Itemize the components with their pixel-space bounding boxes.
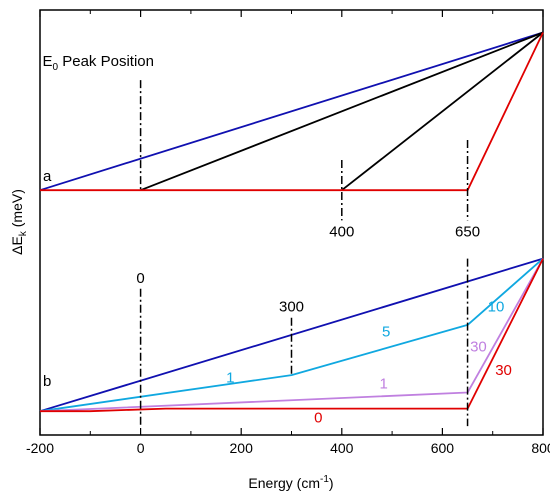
annotation-text: 0 bbox=[314, 410, 322, 427]
x-axis-title: Energy (cm-1) bbox=[248, 474, 333, 491]
annotation-label: 1 bbox=[226, 369, 234, 386]
annotation-text: 10 bbox=[488, 298, 505, 315]
annotation-sub: 0 bbox=[53, 62, 59, 73]
annotation-label: 5 bbox=[382, 323, 390, 340]
annotation-label: 0 bbox=[314, 410, 322, 427]
annotation-label: 1 bbox=[380, 376, 388, 393]
annotation-text: 5 bbox=[382, 323, 390, 340]
marker-label: 650 bbox=[455, 223, 480, 240]
annotation-text: 30 bbox=[495, 362, 512, 379]
y-axis-title-main: ΔE bbox=[9, 236, 25, 255]
x-tick-label: 800 bbox=[531, 440, 550, 456]
y-axis-title-sub: k bbox=[18, 230, 29, 236]
marker-label: 0 bbox=[136, 270, 144, 287]
annotation-text: 1 bbox=[226, 369, 234, 386]
annotation-label: E0 Peak Position bbox=[43, 53, 154, 73]
annotation-label: 30 bbox=[470, 338, 487, 355]
marker-label: 300 bbox=[279, 299, 304, 316]
x-tick-label: 200 bbox=[230, 440, 254, 456]
x-tick-label: 600 bbox=[431, 440, 455, 456]
marker-label: 400 bbox=[329, 223, 354, 240]
panel-label-a: a bbox=[43, 168, 52, 185]
x-axis-title-suffix: ) bbox=[329, 475, 334, 491]
x-ticks: -200 0 200 400 600 800 bbox=[26, 10, 550, 456]
series-line-panel-a-1 bbox=[140, 31, 544, 192]
annotation-suffix: Peak Position bbox=[58, 53, 154, 70]
panel-label-b: b bbox=[43, 373, 51, 390]
x-tick-label: 0 bbox=[137, 440, 145, 456]
annotation-text: 1 bbox=[380, 376, 388, 393]
series-line-panel-b-1 bbox=[39, 257, 544, 413]
x-axis-title-sup: -1 bbox=[320, 474, 329, 485]
y-axis-title-suffix: (meV) bbox=[9, 189, 25, 231]
series-line-panel-a-0 bbox=[39, 31, 544, 192]
x-axis-title-main: Energy (cm bbox=[248, 475, 320, 491]
x-tick-label: 400 bbox=[330, 440, 354, 456]
y-axis-title: ΔEk (meV) bbox=[9, 189, 29, 255]
x-tick-label: -200 bbox=[26, 440, 54, 456]
series-line-panel-b-3 bbox=[40, 258, 544, 413]
marker-layer: 400 650 0 300 bbox=[136, 80, 480, 427]
annotation-text: 30 bbox=[470, 338, 487, 355]
series-line-panel-a-2 bbox=[341, 31, 544, 191]
annotation-label: 30 bbox=[495, 362, 512, 379]
annotation-text: E bbox=[43, 53, 53, 70]
annotation-label: 10 bbox=[488, 298, 505, 315]
